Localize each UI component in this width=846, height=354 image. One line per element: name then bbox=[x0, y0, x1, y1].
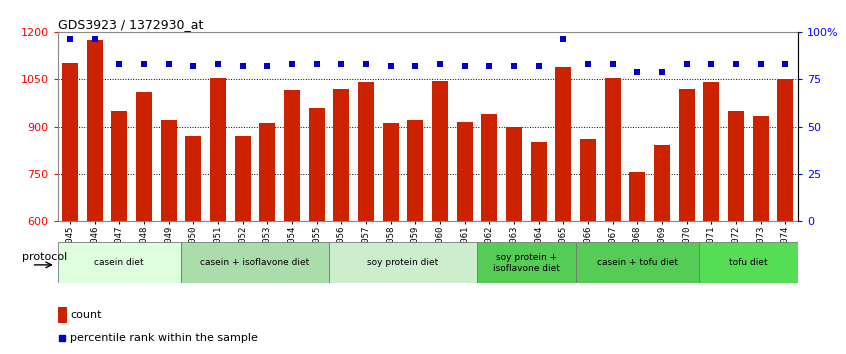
Point bbox=[88, 36, 102, 42]
Bar bbox=[777, 79, 794, 221]
Bar bbox=[309, 108, 325, 221]
Point bbox=[433, 61, 447, 67]
Point bbox=[606, 61, 619, 67]
Point bbox=[754, 61, 767, 67]
Text: GDS3923 / 1372930_at: GDS3923 / 1372930_at bbox=[58, 18, 203, 31]
Point bbox=[113, 61, 126, 67]
Point bbox=[482, 63, 496, 69]
Text: count: count bbox=[70, 310, 102, 320]
Text: casein + isoflavone diet: casein + isoflavone diet bbox=[201, 258, 310, 267]
Bar bbox=[407, 120, 423, 221]
Bar bbox=[481, 114, 497, 221]
Point bbox=[729, 61, 743, 67]
Point bbox=[532, 63, 546, 69]
Point bbox=[334, 61, 348, 67]
Bar bbox=[654, 145, 670, 221]
Point bbox=[63, 36, 77, 42]
Bar bbox=[432, 81, 448, 221]
Bar bbox=[284, 90, 300, 221]
Bar bbox=[555, 67, 571, 221]
Bar bbox=[530, 142, 547, 221]
Bar bbox=[210, 78, 226, 221]
Point bbox=[236, 63, 250, 69]
FancyBboxPatch shape bbox=[477, 242, 575, 283]
FancyBboxPatch shape bbox=[58, 242, 181, 283]
Bar bbox=[185, 136, 201, 221]
Bar bbox=[580, 139, 596, 221]
Bar bbox=[259, 124, 275, 221]
Point bbox=[55, 335, 69, 341]
Point bbox=[360, 61, 373, 67]
Point bbox=[458, 63, 471, 69]
Text: tofu diet: tofu diet bbox=[729, 258, 767, 267]
Point bbox=[508, 63, 521, 69]
Point bbox=[705, 61, 718, 67]
Bar bbox=[457, 122, 473, 221]
Point bbox=[680, 61, 694, 67]
Point bbox=[261, 63, 274, 69]
FancyBboxPatch shape bbox=[181, 242, 329, 283]
Point bbox=[384, 63, 398, 69]
Point bbox=[285, 61, 299, 67]
Bar bbox=[703, 82, 719, 221]
Point bbox=[656, 69, 669, 74]
Bar bbox=[333, 89, 349, 221]
FancyBboxPatch shape bbox=[329, 242, 477, 283]
Bar bbox=[678, 89, 695, 221]
Bar bbox=[358, 82, 374, 221]
Point bbox=[630, 69, 644, 74]
FancyBboxPatch shape bbox=[575, 242, 699, 283]
Text: percentile rank within the sample: percentile rank within the sample bbox=[70, 333, 258, 343]
Point bbox=[212, 61, 225, 67]
FancyBboxPatch shape bbox=[699, 242, 798, 283]
Bar bbox=[62, 63, 78, 221]
Bar bbox=[86, 40, 102, 221]
Bar bbox=[136, 92, 152, 221]
Point bbox=[581, 61, 595, 67]
Bar bbox=[728, 111, 744, 221]
Bar bbox=[234, 136, 250, 221]
Text: casein + tofu diet: casein + tofu diet bbox=[597, 258, 678, 267]
Bar bbox=[161, 120, 177, 221]
Bar bbox=[629, 172, 645, 221]
Text: soy protein +
isoflavone diet: soy protein + isoflavone diet bbox=[493, 253, 560, 273]
Bar bbox=[382, 124, 398, 221]
Point bbox=[778, 61, 792, 67]
Point bbox=[310, 61, 323, 67]
Text: soy protein diet: soy protein diet bbox=[367, 258, 438, 267]
Point bbox=[557, 36, 570, 42]
Bar bbox=[753, 115, 769, 221]
Bar bbox=[605, 78, 621, 221]
Text: casein diet: casein diet bbox=[95, 258, 144, 267]
Point bbox=[137, 61, 151, 67]
Point bbox=[162, 61, 175, 67]
Point bbox=[186, 63, 200, 69]
Text: protocol: protocol bbox=[22, 252, 67, 262]
Bar bbox=[506, 127, 522, 221]
Point bbox=[409, 63, 422, 69]
Bar bbox=[111, 111, 127, 221]
Bar bbox=[58, 307, 67, 323]
